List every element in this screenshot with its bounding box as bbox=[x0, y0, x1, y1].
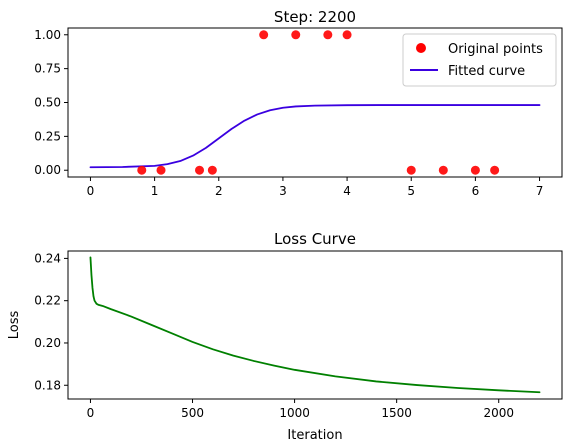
fit-chart-ticks: 0 1 2 3 4 5 6 7 0.00 0.25 0.50 0.75 1.00 bbox=[34, 28, 543, 198]
fit-chart-ytick-label: 0.50 bbox=[34, 96, 61, 110]
fit-chart-data-point bbox=[342, 30, 352, 40]
loss-chart: Loss Curve 0 500 1000 1500 20000.180.200.220… bbox=[7, 230, 563, 443]
legend-label-fitted-curve: Fitted curve bbox=[448, 64, 525, 79]
fit-chart-data-point bbox=[470, 165, 480, 175]
fit-chart-xtick-label: 1 bbox=[151, 184, 159, 198]
fit-chart-xtick-label: 4 bbox=[343, 184, 351, 198]
fit-chart-frame bbox=[67, 27, 563, 178]
loss-chart-ytick-label: 0.20 bbox=[34, 336, 61, 350]
loss-chart-ticks: 0 500 1000 1500 2000 0.18 0.20 0.22 0.24 bbox=[34, 251, 514, 420]
fit-chart-data-point bbox=[195, 165, 205, 175]
fit-chart-xtick-label: 0 bbox=[87, 184, 95, 198]
fit-chart-data-point bbox=[291, 30, 301, 40]
loss-chart-plot-area bbox=[89, 256, 541, 394]
loss-chart-xtick-label: 2000 bbox=[483, 406, 514, 420]
legend-marker-original-points bbox=[416, 43, 426, 53]
fit-chart-data-point bbox=[323, 30, 333, 40]
fit-chart-xtick-label: 2 bbox=[215, 184, 223, 198]
fit-chart: Step: 2200 0 1 2 3 4 5 6 70.000.250.500.751.00 … bbox=[34, 8, 563, 198]
fit-chart-legend: Original points Fitted curve bbox=[402, 33, 557, 87]
fit-chart-series-line-1 bbox=[89, 104, 541, 169]
loss-chart-xtick-label: 0 bbox=[87, 406, 95, 420]
legend-label-original-points: Original points bbox=[448, 42, 543, 57]
fit-chart-data-point bbox=[156, 165, 166, 175]
loss-chart-frame bbox=[67, 250, 563, 400]
fit-chart-ytick-label: 1.00 bbox=[34, 28, 61, 42]
fit-chart-xtick-label: 5 bbox=[407, 184, 415, 198]
fit-chart-ytick-label: 0.00 bbox=[34, 163, 61, 177]
fit-chart-data-point bbox=[490, 165, 500, 175]
loss-chart-xtick-label: 500 bbox=[181, 406, 204, 420]
loss-chart-series-line-0 bbox=[89, 256, 541, 394]
fit-chart-data-point bbox=[438, 165, 448, 175]
loss-chart-ytick-label: 0.18 bbox=[34, 378, 61, 392]
fit-chart-xtick-label: 3 bbox=[279, 184, 287, 198]
loss-chart-ytick-label: 0.22 bbox=[34, 294, 61, 308]
fit-chart-xtick-label: 7 bbox=[536, 184, 544, 198]
loss-chart-title: Loss Curve bbox=[274, 230, 356, 248]
fit-chart-data-point bbox=[406, 165, 416, 175]
fit-chart-ytick-label: 0.25 bbox=[34, 129, 61, 143]
fit-chart-ytick-label: 0.75 bbox=[34, 62, 61, 76]
fit-chart-data-point bbox=[137, 165, 147, 175]
fit-chart-xtick-label: 6 bbox=[472, 184, 480, 198]
fit-chart-title: Step: 2200 bbox=[274, 8, 356, 26]
loss-chart-xtick-label: 1000 bbox=[279, 406, 310, 420]
fit-chart-plot-area bbox=[89, 30, 541, 175]
loss-chart-ylabel: Loss bbox=[7, 311, 22, 340]
fit-chart-data-point bbox=[207, 165, 217, 175]
legend-box bbox=[402, 33, 557, 87]
loss-chart-xtick-label: 1500 bbox=[381, 406, 412, 420]
loss-chart-ytick-label: 0.24 bbox=[34, 251, 61, 265]
loss-chart-xlabel: Iteration bbox=[287, 428, 342, 443]
fit-chart-data-point bbox=[259, 30, 269, 40]
